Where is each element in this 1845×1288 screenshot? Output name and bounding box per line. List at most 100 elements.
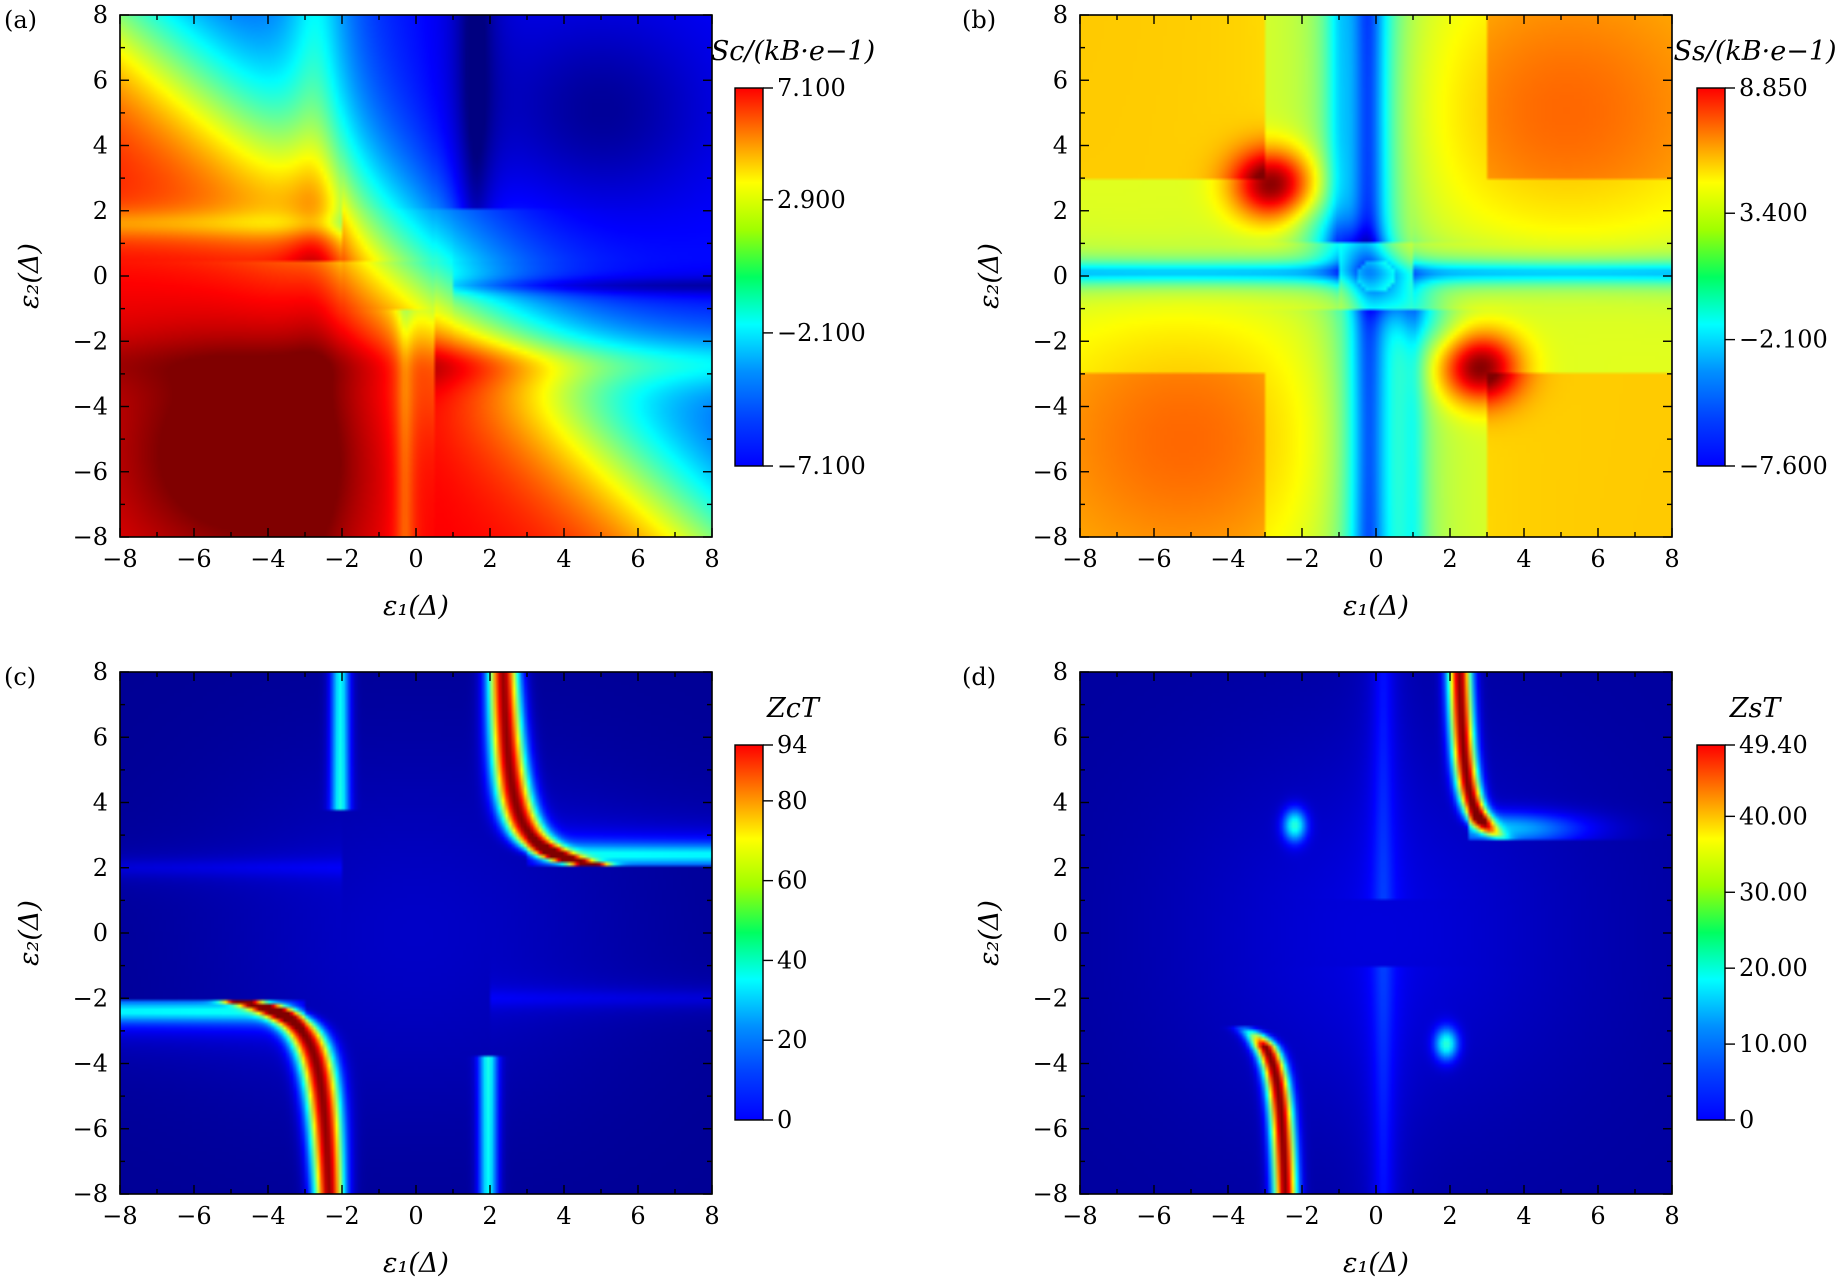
colorbar-tick-label: 40.00 bbox=[1739, 802, 1808, 830]
x-tick-label: −8 bbox=[1062, 1202, 1097, 1230]
x-tick-label: 0 bbox=[1368, 545, 1383, 573]
y-tick-label: 8 bbox=[1053, 658, 1068, 686]
y-tick-label: 4 bbox=[1053, 132, 1068, 160]
y-tick-label: −6 bbox=[73, 458, 108, 486]
colorbar: 49.40 40.00 30.00 20.00 10.00 0 ZsT bbox=[1696, 693, 1808, 1134]
colorbar-gradient bbox=[1696, 87, 1726, 467]
y-tick-label: 8 bbox=[1053, 1, 1068, 29]
x-tick-label: −8 bbox=[102, 1202, 137, 1230]
panel-a: −8 −6 −4 −2 0 2 4 6 8 −8 −6 −4 −2 0 2 4 6 8 ε₁(Δ) ε₂(Δ) (a) 7… bbox=[4, 1, 875, 622]
colorbar: 8.850 3.400 −2.100 −7.600 Ss/(kB·e−1) bbox=[1673, 36, 1836, 480]
y-tick-label: −2 bbox=[73, 984, 108, 1012]
y-tick-label: −8 bbox=[73, 1180, 108, 1208]
colorbar-title: ZsT bbox=[1729, 693, 1783, 724]
colorbar-tick-label: 0 bbox=[1739, 1106, 1754, 1134]
x-tick-label: −6 bbox=[1136, 1202, 1171, 1230]
y-tick-label: −8 bbox=[1033, 523, 1068, 551]
panel-c: −8 −6 −4 −2 0 2 4 6 8 −8 −6 −4 −2 0 2 4 6 8 ε₁(Δ) ε₂(Δ) (c) 9… bbox=[4, 658, 821, 1279]
heatmap-image bbox=[120, 15, 712, 537]
colorbar-gradient bbox=[734, 744, 764, 1121]
x-tick-label: −4 bbox=[250, 1202, 285, 1230]
y-tick-label: −2 bbox=[1033, 327, 1068, 355]
x-tick-label: 2 bbox=[1442, 545, 1457, 573]
x-tick-label: −4 bbox=[250, 545, 285, 573]
colorbar-title: Ss/(kB·e−1) bbox=[1673, 36, 1836, 67]
x-tick-label: 8 bbox=[704, 545, 719, 573]
x-tick-label: 2 bbox=[482, 1202, 497, 1230]
y-tick-label: 2 bbox=[1053, 854, 1068, 882]
colorbar-tick-label: −7.600 bbox=[1739, 452, 1828, 480]
x-tick-label: −4 bbox=[1210, 545, 1245, 573]
y-tick-label: 6 bbox=[93, 66, 108, 94]
x-tick-label: −6 bbox=[176, 1202, 211, 1230]
colorbar-tick-label: 94 bbox=[777, 731, 808, 759]
x-tick-label: 0 bbox=[1368, 1202, 1383, 1230]
colorbar-tick-label: −2.100 bbox=[1739, 326, 1828, 354]
y-tick-label: 0 bbox=[93, 262, 108, 290]
panel-label: (d) bbox=[962, 663, 996, 691]
x-axis-label: ε₁(Δ) bbox=[1343, 1248, 1409, 1279]
x-tick-label: 4 bbox=[1516, 1202, 1531, 1230]
y-tick-label: −8 bbox=[73, 523, 108, 551]
x-tick-label: 8 bbox=[1664, 545, 1679, 573]
x-tick-label: −8 bbox=[1062, 545, 1097, 573]
colorbar-tick-label: −2.100 bbox=[777, 319, 866, 347]
y-tick-label: −2 bbox=[73, 327, 108, 355]
colorbar-tick-label: −7.100 bbox=[777, 452, 866, 480]
x-tick-label: 6 bbox=[630, 545, 645, 573]
x-tick-label: 2 bbox=[1442, 1202, 1457, 1230]
colorbar-tick-label: 20 bbox=[777, 1026, 808, 1054]
y-tick-label: 4 bbox=[93, 132, 108, 160]
y-tick-label: −8 bbox=[1033, 1180, 1068, 1208]
x-tick-label: 2 bbox=[482, 545, 497, 573]
y-axis-label: ε₂(Δ) bbox=[14, 243, 45, 309]
colorbar-tick-label: 8.850 bbox=[1739, 74, 1808, 102]
x-tick-label: 8 bbox=[1664, 1202, 1679, 1230]
x-tick-label: −2 bbox=[1284, 545, 1319, 573]
y-tick-label: −4 bbox=[73, 1050, 108, 1078]
colorbar-tick-label: 2.900 bbox=[777, 186, 846, 214]
y-tick-label: 2 bbox=[1053, 197, 1068, 225]
panel-d: −8 −6 −4 −2 0 2 4 6 8 −8 −6 −4 −2 0 2 4 6 8 ε₁(Δ) ε₂(Δ) (d) 4… bbox=[962, 658, 1808, 1279]
colorbar-gradient bbox=[734, 87, 764, 467]
x-axis-label: ε₁(Δ) bbox=[383, 591, 449, 622]
panel-label: (a) bbox=[4, 6, 37, 34]
y-tick-label: −6 bbox=[1033, 458, 1068, 486]
y-tick-label: 6 bbox=[1053, 723, 1068, 751]
x-tick-label: −6 bbox=[1136, 545, 1171, 573]
colorbar-tick-label: 80 bbox=[777, 787, 808, 815]
y-tick-label: 6 bbox=[1053, 66, 1068, 94]
heatmap-image bbox=[120, 672, 712, 1194]
panel-b: −8 −6 −4 −2 0 2 4 6 8 −8 −6 −4 −2 0 2 4 6 8 ε₁(Δ) ε₂(Δ) (b) 8… bbox=[962, 1, 1837, 622]
colorbar-title: Sc/(kB·e−1) bbox=[711, 36, 875, 67]
colorbar-tick-label: 49.40 bbox=[1739, 731, 1808, 759]
colorbar-tick-label: 3.400 bbox=[1739, 199, 1808, 227]
colorbar-tick-label: 10.00 bbox=[1739, 1030, 1808, 1058]
colorbar-tick-label: 7.100 bbox=[777, 74, 846, 102]
x-axis-label: ε₁(Δ) bbox=[1343, 591, 1409, 622]
x-tick-label: −2 bbox=[324, 1202, 359, 1230]
x-tick-label: −8 bbox=[102, 545, 137, 573]
y-tick-label: −6 bbox=[73, 1115, 108, 1143]
colorbar-tick-label: 40 bbox=[777, 946, 808, 974]
y-tick-label: 0 bbox=[93, 919, 108, 947]
y-tick-label: 0 bbox=[1053, 262, 1068, 290]
x-tick-label: −2 bbox=[324, 545, 359, 573]
colorbar-tick-label: 60 bbox=[777, 867, 808, 895]
y-tick-label: 8 bbox=[93, 658, 108, 686]
x-tick-label: 8 bbox=[704, 1202, 719, 1230]
x-tick-label: 0 bbox=[408, 1202, 423, 1230]
x-tick-label: 4 bbox=[556, 1202, 571, 1230]
y-tick-label: −6 bbox=[1033, 1115, 1068, 1143]
colorbar-gradient bbox=[1696, 744, 1726, 1121]
y-tick-label: −4 bbox=[1033, 393, 1068, 421]
x-tick-label: −6 bbox=[176, 545, 211, 573]
y-tick-label: 4 bbox=[93, 789, 108, 817]
y-tick-label: 8 bbox=[93, 1, 108, 29]
x-tick-label: 6 bbox=[1590, 1202, 1605, 1230]
colorbar-tick-label: 20.00 bbox=[1739, 954, 1808, 982]
y-tick-label: 6 bbox=[93, 723, 108, 751]
heatmap-image bbox=[1080, 672, 1672, 1194]
y-tick-label: −4 bbox=[1033, 1050, 1068, 1078]
x-tick-label: 0 bbox=[408, 545, 423, 573]
